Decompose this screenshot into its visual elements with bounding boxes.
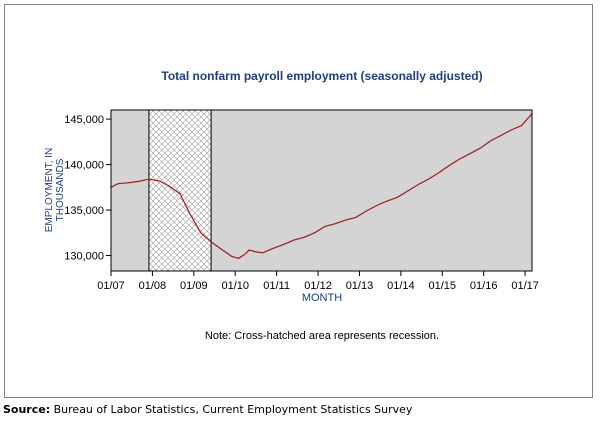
x-tick-label: 01/13 xyxy=(346,280,374,292)
x-axis-label: MONTH xyxy=(302,292,342,304)
source-credit: Source: Bureau of Labor Statistics, Curr… xyxy=(3,403,412,416)
y-tick-label: 130,000 xyxy=(64,251,104,263)
y-axis-label: EMPLOYMENT, INTHOUSANDS xyxy=(44,148,66,232)
x-tick-label: 01/12 xyxy=(304,280,332,292)
x-tick-label: 01/17 xyxy=(511,280,539,292)
series-line-0 xyxy=(110,113,533,259)
source-label: Source: xyxy=(3,403,51,416)
y-tick-label: 145,000 xyxy=(64,114,104,126)
plot-border xyxy=(110,109,533,272)
x-tick-label: 01/15 xyxy=(429,280,457,292)
y-tick-label: 140,000 xyxy=(64,160,104,172)
x-tick-label: 01/07 xyxy=(97,280,125,292)
x-tick-label: 01/09 xyxy=(180,280,208,292)
y-tick-label: 135,000 xyxy=(64,205,104,217)
x-tick-label: 01/16 xyxy=(470,280,498,292)
x-tick-label: 01/14 xyxy=(387,280,415,292)
x-tick-label: 01/08 xyxy=(139,280,167,292)
recession-band xyxy=(148,110,212,271)
y-axis-label-line: EMPLOYMENT, IN xyxy=(44,148,55,232)
recession-note: Note: Cross-hatched area represents rece… xyxy=(205,330,439,342)
chart-title: Total nonfarm payroll employment (season… xyxy=(161,69,482,83)
y-axis-label-line: THOUSANDS xyxy=(55,158,66,221)
x-tick-label: 01/11 xyxy=(263,280,290,292)
x-tick-label: 01/10 xyxy=(221,280,249,292)
source-text: Bureau of Labor Statistics, Current Empl… xyxy=(53,403,413,416)
